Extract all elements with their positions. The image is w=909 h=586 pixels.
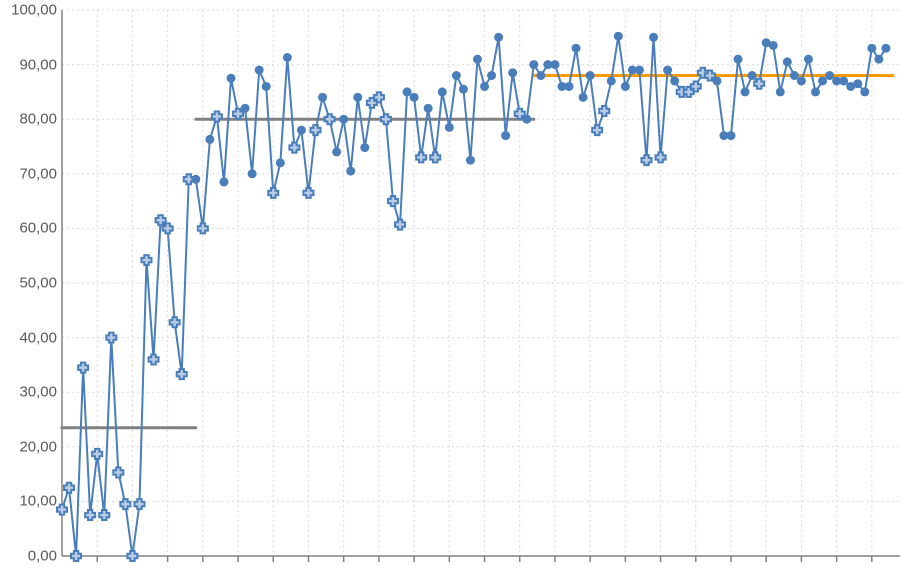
- time-series-chart: 0,00 10,00 20,00 30,00 40,00 50,00 60,00 70,00 8…: [0, 0, 909, 581]
- y-axis-label: 80,00: [19, 111, 57, 128]
- chart-svg: [0, 0, 909, 581]
- y-axis-label: 60,00: [19, 220, 57, 237]
- y-axis-label: 50,00: [19, 275, 57, 292]
- y-axis-label: 10,00: [19, 493, 57, 510]
- y-axis-label: 100,00: [11, 2, 57, 19]
- y-axis-label: 40,00: [19, 329, 57, 346]
- y-axis-label: 30,00: [19, 384, 57, 401]
- y-axis-label: 70,00: [19, 165, 57, 182]
- y-axis-label: 90,00: [19, 56, 57, 73]
- y-axis-label: 20,00: [19, 438, 57, 455]
- y-axis-label: 0,00: [28, 548, 57, 565]
